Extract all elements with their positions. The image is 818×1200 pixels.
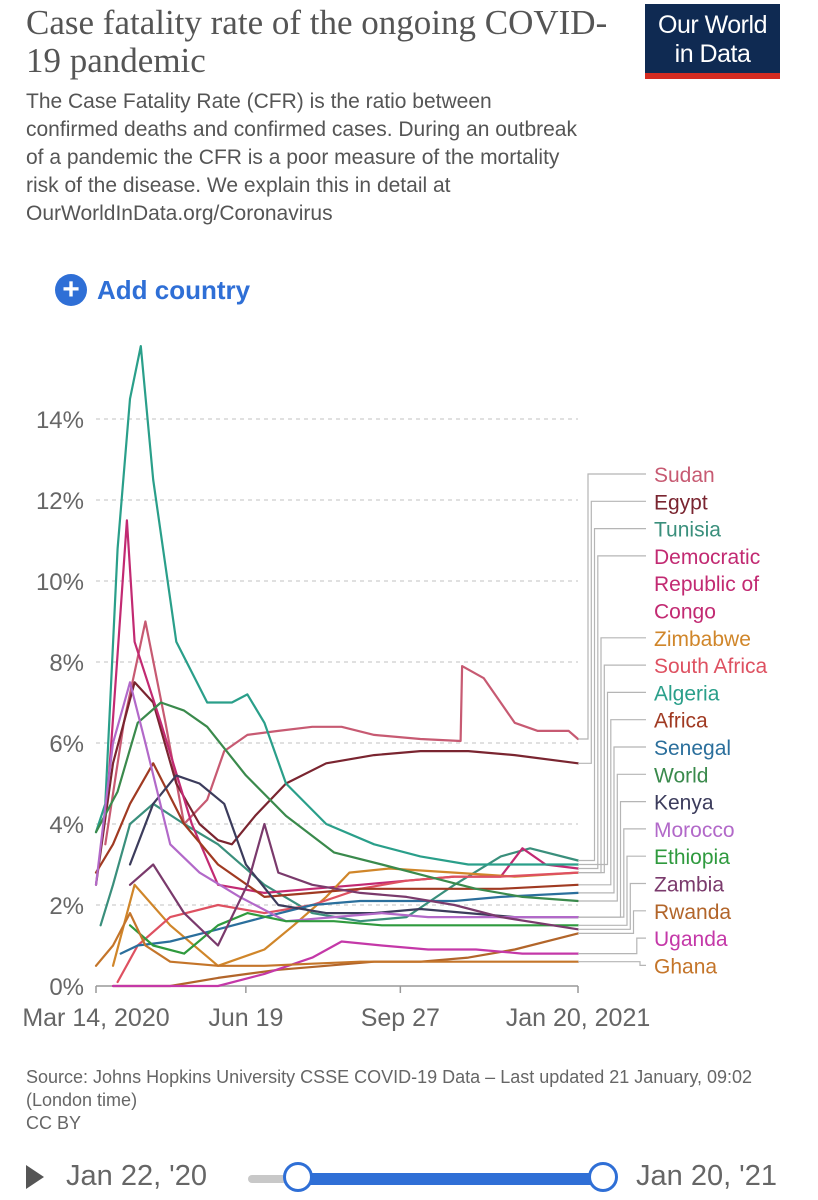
y-tick-label: 14% xyxy=(36,407,84,434)
legend-label[interactable]: Ethiopia xyxy=(654,846,730,869)
y-tick-label: 8% xyxy=(49,650,84,677)
legend-label[interactable]: South Africa xyxy=(654,655,768,678)
legend-leader-line xyxy=(578,719,646,886)
series-line[interactable] xyxy=(111,940,580,988)
series-line[interactable] xyxy=(119,891,580,955)
legend-label[interactable]: Morocco xyxy=(654,819,735,842)
y-tick-label: 6% xyxy=(49,731,84,758)
legend-leader-line xyxy=(578,855,646,926)
legend-leader-line xyxy=(578,746,646,894)
legend-leader-line xyxy=(578,910,646,934)
legend-leader-line xyxy=(578,555,646,870)
series-line[interactable] xyxy=(94,912,580,967)
legend-label[interactable]: Kenya xyxy=(654,792,714,815)
legend-leader-line xyxy=(578,961,646,966)
legend-leader-line xyxy=(578,528,646,862)
chart-title: Case fatality rate of the ongoing COVID-… xyxy=(26,3,608,80)
y-tick-label: 0% xyxy=(49,974,84,1001)
legend-leader-line xyxy=(578,773,646,902)
legend-label[interactable]: World xyxy=(654,764,708,787)
y-tick-label: 12% xyxy=(36,488,84,515)
y-tick-label: 4% xyxy=(49,812,84,839)
y-tick-label: 2% xyxy=(49,893,84,920)
x-tick-label: Sep 27 xyxy=(361,1004,440,1032)
legend-leader-line xyxy=(578,664,646,874)
legend-label[interactable]: Republic of xyxy=(654,573,759,596)
series-line[interactable] xyxy=(104,620,580,846)
series-line[interactable] xyxy=(94,681,580,923)
legend-label[interactable]: Sudan xyxy=(654,464,715,487)
legend-leader-line xyxy=(578,473,646,740)
legend-label[interactable]: Zimbabwe xyxy=(654,628,751,651)
series-line[interactable] xyxy=(128,774,580,919)
license-text[interactable]: CC BY xyxy=(26,1113,82,1133)
timeline-start-label: Jan 22, '20 xyxy=(66,1160,207,1192)
series-line[interactable] xyxy=(107,519,580,894)
legend-leader-line xyxy=(578,691,646,866)
legend-leader-line xyxy=(578,828,646,918)
source-text: Source: Johns Hopkins University CSSE CO… xyxy=(26,1067,753,1110)
series-line[interactable] xyxy=(94,701,580,903)
legend-leader-line xyxy=(578,801,646,918)
timeline-control: Jan 22, '20 Jan 20, '21 xyxy=(0,1150,818,1200)
x-tick-label: Jan 20, 2021 xyxy=(506,1004,651,1032)
series-line[interactable] xyxy=(111,932,580,988)
source-note: Source: Johns Hopkins University CSSE CO… xyxy=(26,1066,766,1135)
add-country-button[interactable]: + Add country xyxy=(55,272,250,308)
legend-label[interactable]: Congo xyxy=(654,601,716,624)
series-line[interactable] xyxy=(128,912,580,955)
logo-accent-bar xyxy=(645,73,780,79)
legend-label[interactable]: Algeria xyxy=(654,682,720,705)
x-tick-label: Jun 19 xyxy=(208,1004,283,1032)
legend-label[interactable]: Rwanda xyxy=(654,901,731,924)
play-icon[interactable] xyxy=(26,1165,44,1189)
legend-label[interactable]: Tunisia xyxy=(654,519,721,542)
legend-leader-line xyxy=(578,882,646,930)
legend-label[interactable]: Ghana xyxy=(654,955,717,978)
plus-circle-icon: + xyxy=(55,274,87,306)
legend-label[interactable]: Egypt xyxy=(654,491,708,514)
legend-label[interactable]: Zambia xyxy=(654,874,724,897)
series-line[interactable] xyxy=(94,762,580,898)
legend-leader-line xyxy=(578,500,646,764)
legend-leader-line xyxy=(578,937,646,955)
legend-label[interactable]: Africa xyxy=(654,710,708,733)
chart-subtitle: The Case Fatality Rate (CFR) is the rati… xyxy=(26,90,577,225)
cfr-line-chart[interactable]: 0% 2% 4% 6% 8% 10% 12% 14% Mar 14, 2020 Jun 19 Sep… xyxy=(0,330,818,1040)
series-line[interactable] xyxy=(128,822,580,947)
series-line[interactable] xyxy=(99,802,580,927)
x-tick-label: Mar 14, 2020 xyxy=(22,1004,169,1032)
series-line[interactable] xyxy=(94,681,580,886)
timeline-selected-range xyxy=(297,1173,602,1185)
timeline-end-label: Jan 20, '21 xyxy=(636,1160,777,1192)
series-line[interactable] xyxy=(94,345,580,866)
timeline-end-handle[interactable] xyxy=(588,1162,618,1192)
legend-label[interactable]: Democratic xyxy=(654,546,760,569)
logo-line-1: Our World xyxy=(658,11,767,39)
y-tick-label: 10% xyxy=(36,569,84,596)
legend-label[interactable]: Uganda xyxy=(654,928,728,951)
logo-line-2: in Data xyxy=(674,40,751,68)
owid-logo[interactable]: Our World in Data xyxy=(645,4,780,79)
timeline-start-handle[interactable] xyxy=(282,1162,313,1192)
legend-label[interactable]: Senegal xyxy=(654,737,731,760)
add-country-label: Add country xyxy=(97,274,251,305)
